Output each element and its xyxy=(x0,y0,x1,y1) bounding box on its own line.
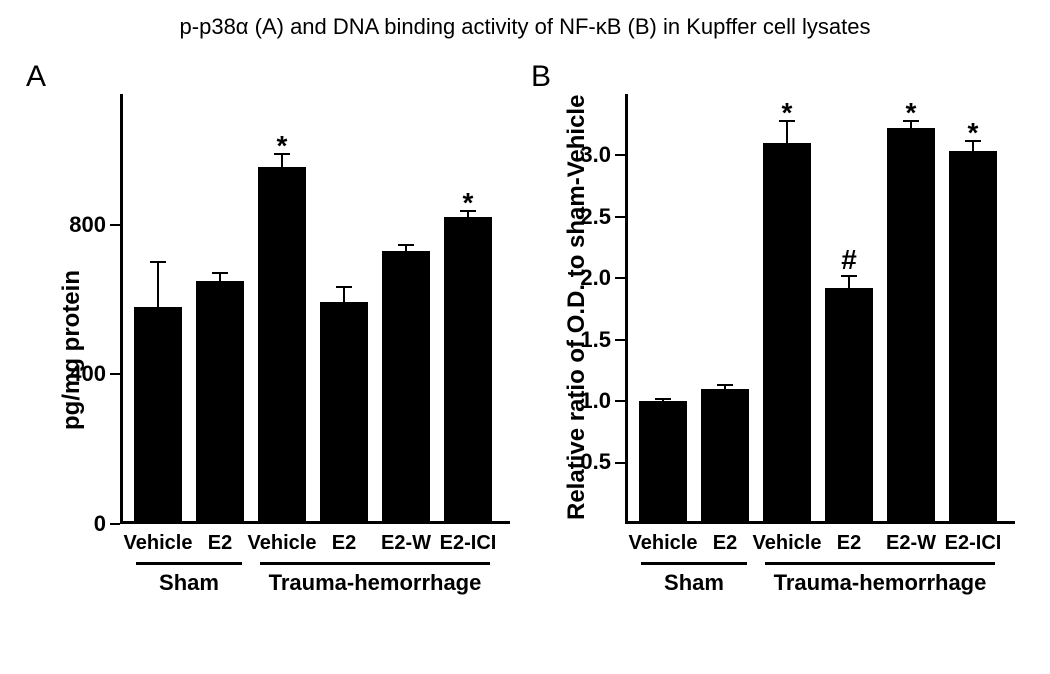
y-tick-label: 800 xyxy=(46,212,106,238)
x-tick-label: E2 xyxy=(837,532,861,555)
error-cap xyxy=(212,272,228,274)
y-tick xyxy=(615,216,625,218)
panels-container: Apg/mg protein 0400800** Vehicle E2 Vehicle E… xyxy=(20,60,1030,660)
bar xyxy=(382,251,430,524)
error-bar xyxy=(219,274,221,281)
error-cap xyxy=(841,275,857,277)
x-tick-label: Vehicle xyxy=(124,532,193,555)
y-tick xyxy=(110,523,120,525)
group-label: Trauma-hemorrhage xyxy=(269,570,482,596)
panel-B: BRelative ratio of O.D. to sham-Vehicle0… xyxy=(525,60,1030,660)
bar: * xyxy=(258,167,306,524)
error-cap xyxy=(717,384,733,386)
bar-region: *#** xyxy=(625,94,1015,524)
y-tick xyxy=(615,277,625,279)
plot-area: 0400800** xyxy=(120,94,510,524)
y-tick-label: 1.0 xyxy=(551,388,611,414)
error-bar xyxy=(157,262,159,307)
error-cap xyxy=(150,261,166,263)
y-tick-label: 2.5 xyxy=(551,204,611,230)
group-label: Sham xyxy=(664,570,724,596)
error-bar xyxy=(848,276,850,288)
group-underline xyxy=(260,562,490,565)
y-axis-title: pg/mg protein xyxy=(58,270,86,430)
figure-title: p-p38α (A) and DNA binding activity of N… xyxy=(0,14,1050,40)
y-tick-label: 2.0 xyxy=(551,265,611,291)
plot-area: 0.51.01.52.02.53.0*#** xyxy=(625,94,1015,524)
y-tick xyxy=(110,224,120,226)
x-tick-label: E2-ICI xyxy=(945,532,1002,555)
panel-A: Apg/mg protein 0400800** Vehicle E2 Vehicle E… xyxy=(20,60,525,660)
significance-marker: * xyxy=(906,99,917,127)
x-labels-row: Vehicle E2 Vehicle E2 E2-W E2-ICI xyxy=(525,532,1030,562)
panel-label: B xyxy=(531,60,551,94)
bar: # xyxy=(825,288,873,524)
bar xyxy=(320,302,368,524)
x-tick-label: E2 xyxy=(713,532,737,555)
bar xyxy=(134,307,182,524)
significance-marker: # xyxy=(841,246,857,274)
y-tick xyxy=(615,462,625,464)
group-underline xyxy=(765,562,995,565)
y-tick-label: 400 xyxy=(46,361,106,387)
bar: * xyxy=(887,128,935,524)
x-tick-label: E2-W xyxy=(381,532,431,555)
error-cap xyxy=(655,398,671,400)
y-tick-label: 1.5 xyxy=(551,327,611,353)
y-tick xyxy=(615,400,625,402)
y-tick xyxy=(110,373,120,375)
group-underline xyxy=(136,562,242,565)
significance-marker: * xyxy=(782,99,793,127)
bar xyxy=(639,401,687,524)
y-tick xyxy=(615,339,625,341)
significance-marker: * xyxy=(463,189,474,217)
group-label: Sham xyxy=(159,570,219,596)
x-labels-row: Vehicle E2 Vehicle E2 E2-W E2-ICI xyxy=(20,532,525,562)
y-tick xyxy=(615,154,625,156)
y-tick-label: 0.5 xyxy=(551,449,611,475)
x-tick-label: Vehicle xyxy=(248,532,317,555)
y-tick-label: 3.0 xyxy=(551,142,611,168)
bar-region: ** xyxy=(120,94,510,524)
group-underline xyxy=(641,562,747,565)
x-tick-label: E2 xyxy=(208,532,232,555)
x-tick-label: Vehicle xyxy=(753,532,822,555)
x-tick-label: E2-ICI xyxy=(440,532,497,555)
error-cap xyxy=(398,244,414,246)
bar xyxy=(196,281,244,524)
significance-marker: * xyxy=(968,119,979,147)
x-tick-label: E2 xyxy=(332,532,356,555)
bar: * xyxy=(949,151,997,524)
significance-marker: * xyxy=(277,132,288,160)
group-label: Trauma-hemorrhage xyxy=(774,570,987,596)
x-tick-label: E2-W xyxy=(886,532,936,555)
panel-label: A xyxy=(26,60,46,94)
error-cap xyxy=(336,286,352,288)
bar xyxy=(701,389,749,524)
error-bar xyxy=(343,287,345,302)
figure-root: p-p38α (A) and DNA binding activity of N… xyxy=(0,0,1050,674)
bar: * xyxy=(763,143,811,524)
bar: * xyxy=(444,217,492,524)
x-tick-label: Vehicle xyxy=(629,532,698,555)
